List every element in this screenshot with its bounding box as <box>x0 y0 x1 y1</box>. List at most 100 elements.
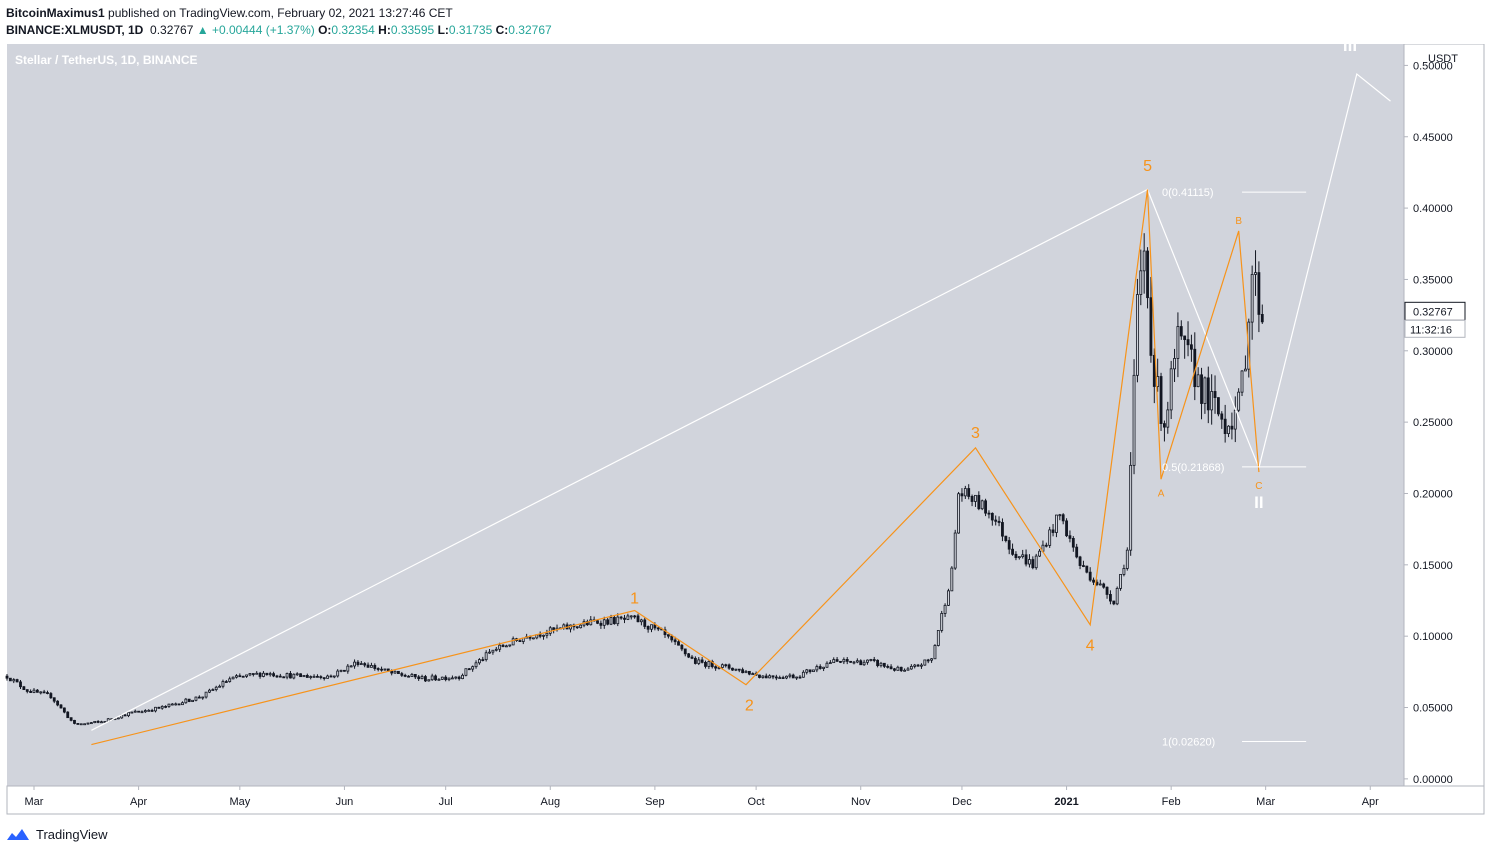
candle-body <box>275 675 279 678</box>
candle-body <box>720 664 724 668</box>
candle-body <box>960 493 964 497</box>
candle-body <box>1031 559 1035 569</box>
published-text: published on TradingView.com, February 0… <box>108 6 453 20</box>
chart-header: BitcoinMaximus1 published on TradingView… <box>6 5 1486 41</box>
candle-body <box>646 626 650 630</box>
price-axis[interactable] <box>1403 44 1485 787</box>
candle-body <box>1014 553 1018 559</box>
candle-body <box>278 675 282 678</box>
candle-body <box>538 634 542 637</box>
candle-body <box>1001 522 1004 537</box>
candle-body <box>1078 556 1082 566</box>
candle-body <box>474 662 478 668</box>
candle-body <box>29 691 33 693</box>
candle-body <box>407 675 410 678</box>
candle-body <box>599 622 603 626</box>
candle-body <box>1142 250 1146 272</box>
candle-body <box>893 668 896 671</box>
candle-body <box>440 676 444 680</box>
x-tick-label: Jun <box>336 796 354 808</box>
candle-body <box>235 675 238 678</box>
candle-body <box>332 675 336 678</box>
candle-body <box>127 711 130 717</box>
candle-body <box>420 676 424 680</box>
fib-layer: 0(0.41115) 0.5(0.21868) 1(0.02620) <box>1162 187 1307 748</box>
price-change: +0.00444 (+1.37%) <box>211 23 315 37</box>
candle-body <box>1071 538 1075 548</box>
candle-body <box>96 720 100 723</box>
candle-body <box>1237 391 1241 411</box>
candle-body <box>1190 344 1193 350</box>
candle-body <box>312 675 316 678</box>
candle-body <box>123 714 127 717</box>
candle-body <box>1105 586 1109 595</box>
candle-body <box>936 630 940 646</box>
candle-body <box>12 679 16 682</box>
candle-body <box>35 689 39 693</box>
candle-body <box>1011 548 1014 555</box>
candle-body <box>707 661 711 667</box>
candle-body <box>761 675 765 678</box>
candle-body <box>339 669 343 672</box>
candle-body <box>785 675 788 679</box>
y-axis-ticks: 0.50000 0.45000 0.40000 0.35000 0.30000 0.250… <box>1404 60 1453 786</box>
x-tick-label: Dec <box>952 796 972 808</box>
candle-body <box>741 669 745 674</box>
candle-body <box>552 627 556 631</box>
candle-body <box>1206 377 1210 411</box>
candle-body <box>704 661 707 667</box>
y-tick-label: 0.45000 <box>1413 132 1453 144</box>
candle-body <box>380 668 383 671</box>
candle-body <box>1068 535 1072 539</box>
candle-body <box>727 664 731 669</box>
candle-body <box>636 615 640 623</box>
candle-body <box>1146 250 1149 299</box>
candle-body <box>963 488 967 497</box>
candle-body <box>994 519 998 522</box>
candle-body <box>22 686 26 691</box>
candle-body <box>359 663 363 665</box>
candle-body <box>73 719 76 724</box>
candle-body <box>228 678 232 682</box>
candle-body <box>1149 297 1153 356</box>
candle-body <box>1061 514 1065 522</box>
candle-body <box>424 676 427 682</box>
candle-body <box>953 532 957 569</box>
candle-body <box>997 520 1001 523</box>
candle-body <box>491 649 495 653</box>
candle-body <box>609 617 613 625</box>
author-name[interactable]: BitcoinMaximus1 <box>6 6 105 20</box>
candle-body <box>602 619 606 626</box>
candle-body <box>1230 425 1234 430</box>
candle-body <box>471 666 475 670</box>
candle-body <box>1200 374 1203 404</box>
candle-body <box>518 640 522 642</box>
price-chart[interactable]: Stellar / TetherUS, 1D, BINANCE USDT 0(0… <box>0 44 1491 816</box>
candle-body <box>666 634 670 637</box>
candle-body <box>46 692 49 694</box>
publish-line: BitcoinMaximus1 published on TradingView… <box>6 5 1486 22</box>
candle-body <box>147 709 151 712</box>
candle-body <box>747 670 751 675</box>
candle-body <box>1125 549 1129 569</box>
candle-body <box>1021 554 1025 558</box>
candle-body <box>1136 294 1139 376</box>
candle-body <box>663 629 667 636</box>
candle-body <box>504 645 508 648</box>
candle-body <box>1034 555 1038 569</box>
candle-body <box>305 675 309 678</box>
candle-body <box>447 677 451 681</box>
time-axis[interactable] <box>6 785 1485 815</box>
candle-body <box>751 673 755 675</box>
candle-body <box>862 661 866 666</box>
candle-body <box>1179 326 1183 337</box>
x-tick-label: Nov <box>851 796 871 808</box>
candle-body <box>626 615 630 620</box>
wave-label: B <box>1235 216 1242 227</box>
candle-body <box>731 667 734 671</box>
candle-body <box>208 689 211 693</box>
candle-body <box>1233 409 1237 430</box>
candle-body <box>542 634 545 637</box>
candle-body <box>434 675 437 681</box>
candle-body <box>59 704 63 709</box>
